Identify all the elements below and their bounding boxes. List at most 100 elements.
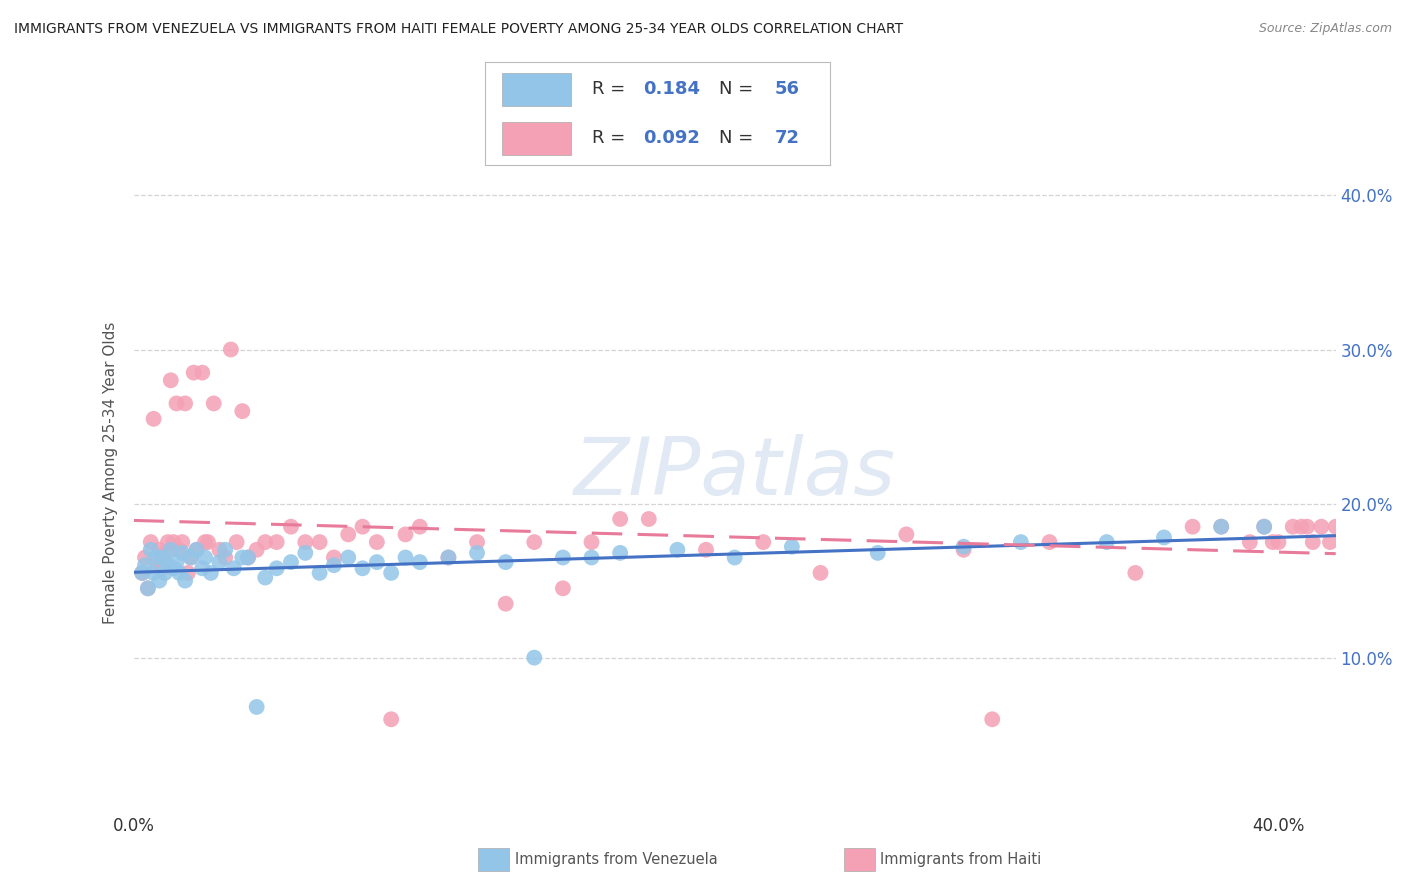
Point <box>200 566 222 580</box>
Point <box>523 650 546 665</box>
Point <box>225 535 247 549</box>
Point <box>180 550 202 565</box>
Point <box>145 558 167 573</box>
Point <box>266 561 288 575</box>
Point <box>246 542 269 557</box>
Point <box>174 396 197 410</box>
Text: 72: 72 <box>775 129 800 147</box>
Point <box>294 546 316 560</box>
Point <box>1211 519 1233 533</box>
Point <box>150 550 173 565</box>
Point <box>465 535 488 549</box>
Point <box>495 597 517 611</box>
Point <box>409 555 432 569</box>
Point <box>266 535 288 549</box>
Text: N =: N = <box>720 80 759 98</box>
Point <box>254 570 277 584</box>
Point <box>609 546 631 560</box>
Point <box>352 519 374 533</box>
Point <box>866 546 889 560</box>
Point <box>394 527 416 541</box>
Point <box>254 535 277 549</box>
Point <box>495 555 517 569</box>
Point <box>194 550 217 565</box>
Point <box>1125 566 1147 580</box>
Point <box>236 550 259 565</box>
Point <box>437 550 460 565</box>
Point <box>952 542 974 557</box>
Point <box>172 546 194 560</box>
Point <box>191 561 214 575</box>
Point <box>219 343 242 357</box>
Point <box>337 527 360 541</box>
Point <box>366 555 388 569</box>
Point <box>280 555 302 569</box>
Text: R =: R = <box>592 129 631 147</box>
Point <box>139 542 162 557</box>
Point <box>202 396 225 410</box>
Text: Source: ZipAtlas.com: Source: ZipAtlas.com <box>1258 22 1392 36</box>
Point <box>551 550 574 565</box>
Point <box>197 535 219 549</box>
Point <box>186 542 208 557</box>
Point <box>752 535 775 549</box>
Point <box>159 373 181 387</box>
Point <box>134 558 156 573</box>
Point <box>208 542 231 557</box>
Point <box>153 566 176 580</box>
Point <box>323 550 346 565</box>
Point <box>236 550 259 565</box>
Point <box>465 546 488 560</box>
Text: IMMIGRANTS FROM VENEZUELA VS IMMIGRANTS FROM HAITI FEMALE POVERTY AMONG 25-34 YE: IMMIGRANTS FROM VENEZUELA VS IMMIGRANTS … <box>14 22 903 37</box>
Point <box>1095 535 1118 549</box>
Point <box>1324 519 1347 533</box>
Point <box>1281 519 1303 533</box>
Point <box>1291 519 1313 533</box>
Point <box>1211 519 1233 533</box>
Bar <box>502 73 571 105</box>
Point <box>523 535 546 549</box>
Text: 0.092: 0.092 <box>644 129 700 147</box>
Point <box>1010 535 1032 549</box>
Point <box>394 550 416 565</box>
Point <box>208 555 231 569</box>
Point <box>153 546 176 560</box>
Point <box>581 550 603 565</box>
Text: 0.184: 0.184 <box>644 80 700 98</box>
Point <box>180 550 202 565</box>
Point <box>174 574 197 588</box>
Point <box>134 550 156 565</box>
Point <box>177 566 200 580</box>
Point <box>1153 531 1175 545</box>
Y-axis label: Female Poverty Among 25-34 Year Olds: Female Poverty Among 25-34 Year Olds <box>103 322 118 624</box>
Point <box>142 566 165 580</box>
Text: R =: R = <box>592 80 631 98</box>
Text: N =: N = <box>720 129 759 147</box>
Point <box>551 582 574 596</box>
Point <box>1038 535 1060 549</box>
Bar <box>502 122 571 155</box>
Point <box>1239 535 1261 549</box>
Point <box>1310 519 1333 533</box>
Point <box>437 550 460 565</box>
Point <box>162 535 186 549</box>
Point <box>609 512 631 526</box>
Point <box>166 396 188 410</box>
Point <box>136 582 159 596</box>
Point <box>1181 519 1204 533</box>
Text: Immigrants from Haiti: Immigrants from Haiti <box>880 853 1042 867</box>
Point <box>222 561 245 575</box>
Point <box>1253 519 1275 533</box>
Point <box>308 566 330 580</box>
Point <box>166 555 188 569</box>
Point <box>159 542 181 557</box>
Point <box>1302 535 1324 549</box>
Point <box>231 550 253 565</box>
Point <box>145 550 167 565</box>
Point <box>280 519 302 533</box>
Point <box>723 550 745 565</box>
Point <box>366 535 388 549</box>
Point <box>172 535 194 549</box>
Point <box>637 512 659 526</box>
Point <box>148 574 170 588</box>
